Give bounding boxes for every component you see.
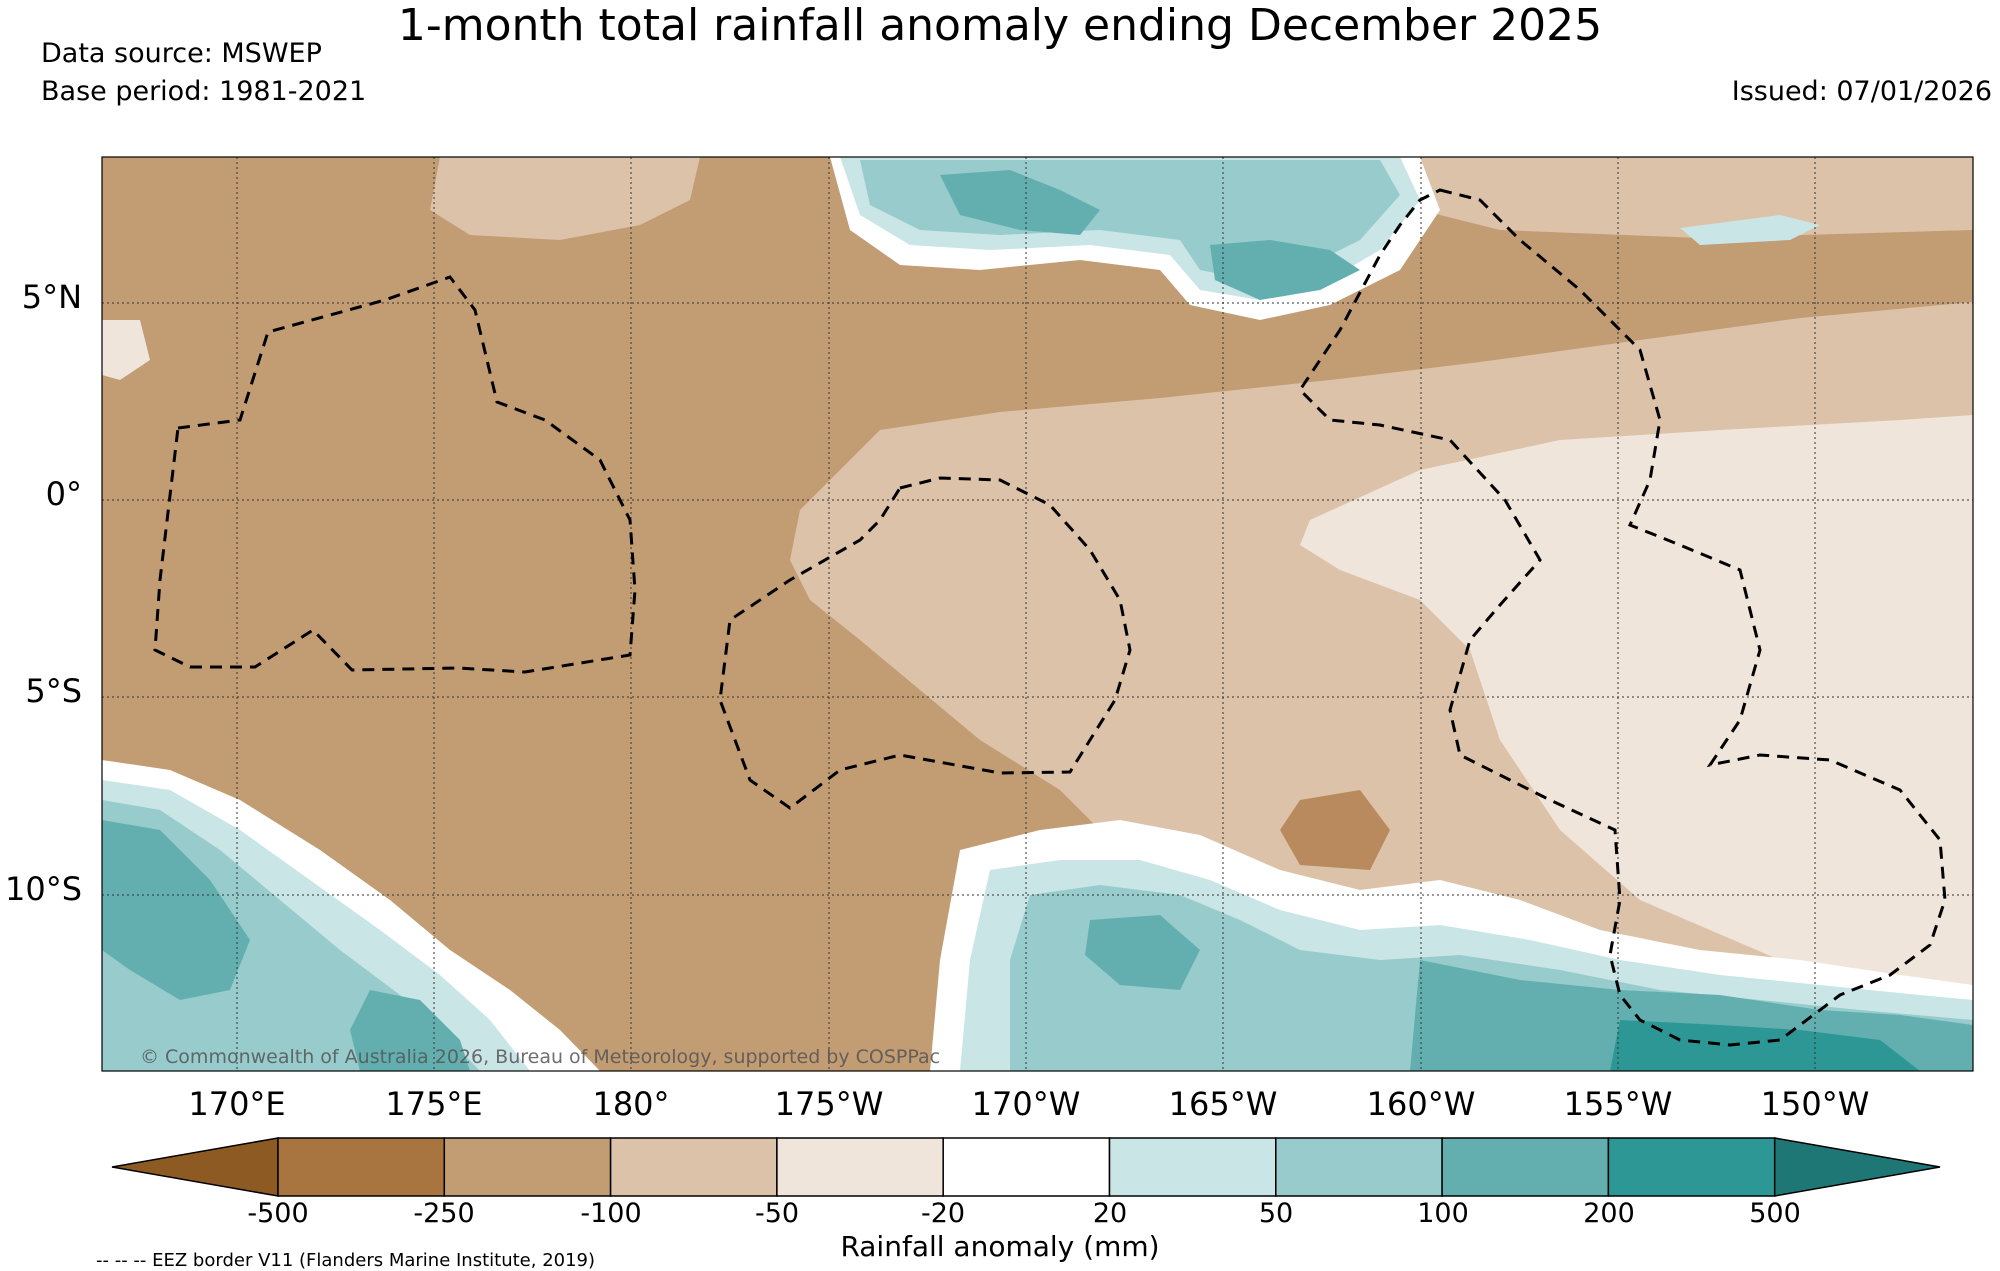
anomaly-region-light-dry-ne [1400,157,1973,238]
map-title: 1-month total rainfall anomaly ending De… [397,0,1603,51]
base-period-label: Base period: 1981-2021 [41,76,367,107]
colorbar-extend-high [1773,1137,1941,1197]
lon-label-160w: 160°W [1366,1085,1476,1123]
lat-label-0: 0° [45,475,82,513]
lon-label-150w: 150°W [1760,1085,1870,1123]
eez-legend-note: -- -- -- EEZ border V11 (Flanders Marine… [96,1250,596,1271]
anomaly-region-wet-southwest-4 [102,820,250,1000]
colorbar-segment [609,1137,778,1197]
colorbar [111,1137,1941,1197]
colorbar-extend-low [111,1137,279,1197]
lon-label-170w: 170°W [971,1085,1081,1123]
anomaly-region-wet-ne [1680,215,1820,245]
anomaly-region-wet-southeast-4 [1085,915,1200,990]
colorbar-tick: 100 [1417,1198,1469,1229]
colorbar-segment [942,1137,1111,1197]
anomaly-region-strong-dry [1280,790,1390,870]
lon-label-175w: 175°W [774,1085,884,1123]
lon-label-175e: 175°E [385,1085,483,1123]
anomaly-region-wet-north-4 [940,170,1100,235]
colorbar-tick: 200 [1583,1198,1635,1229]
colorbar-segment [776,1137,944,1197]
colorbar-tick: -500 [247,1198,309,1229]
anomaly-region-weak-dry-west [102,320,150,380]
colorbar-tick: -20 [920,1198,966,1229]
colorbar-tick: -250 [413,1198,475,1229]
lat-label-5s: 5°S [25,672,82,710]
colorbar-segment [1108,1137,1277,1197]
map-gridlines [102,157,1973,1071]
colorbar-tick: 500 [1749,1198,1801,1229]
data-source-label: Data source: MSWEP [41,38,322,69]
anomaly-region-light-dry-north [430,157,700,240]
issued-date-label: Issued: 07/01/2026 [1731,76,1992,107]
lon-label-165w: 165°W [1168,1085,1278,1123]
eez-border-central [718,476,1132,810]
colorbar-segment [1275,1137,1443,1197]
map-canvas [102,157,1973,1071]
copyright-notice: © Commonwealth of Australia 2026, Bureau… [140,1046,941,1068]
anomaly-region-wet-southeast-6 [1610,1020,1920,1071]
lon-label-155w: 155°W [1563,1085,1673,1123]
colorbar-segment [1441,1137,1610,1197]
colorbar-tick: 20 [1092,1198,1128,1229]
colorbar-title: Rainfall anomaly (mm) [840,1230,1160,1263]
colorbar-segment [1607,1137,1776,1197]
anomaly-region-wet-southwest-5 [350,990,470,1071]
colorbar-segment [443,1137,612,1197]
eez-borders [153,188,1947,1047]
colorbar-tick: -50 [754,1198,800,1229]
lat-label-5n: 5°N [21,278,82,316]
anomaly-region-wet-north-5 [1210,240,1360,300]
eez-border-east [1298,188,1947,1047]
colorbar-tick: 50 [1258,1198,1294,1229]
lat-label-10s: 10°S [4,870,82,908]
eez-border-west [153,275,637,674]
anomaly-region-weak-dry [1300,415,1973,1000]
lon-label-170e: 170°E [188,1085,286,1123]
map-frame [101,156,1974,1072]
colorbar-tick: -100 [580,1198,642,1229]
lon-label-180: 180° [592,1085,670,1123]
colorbar-segment [277,1137,446,1197]
